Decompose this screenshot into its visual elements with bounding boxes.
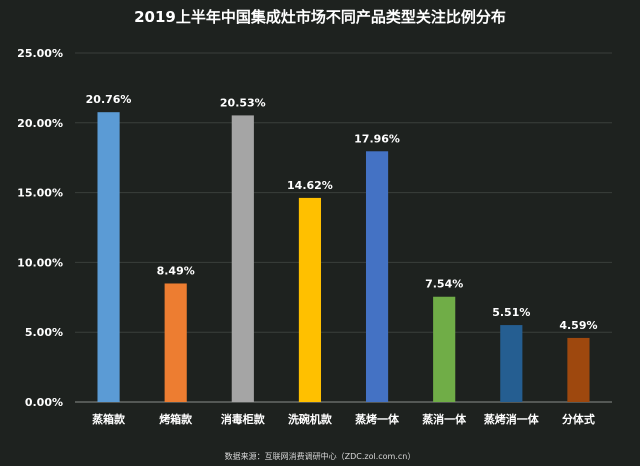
y-tick-label: 25.00%	[17, 47, 63, 60]
bar	[231, 115, 254, 403]
category-label: 蒸消一体	[422, 412, 467, 426]
category-label: 分体式	[562, 412, 595, 426]
data-label: 20.53%	[220, 96, 266, 109]
data-label: 17.96%	[354, 132, 400, 145]
source-note: 数据来源：互联网消费调研中心（ZDC.zol.com.cn）	[225, 451, 416, 461]
bars	[97, 112, 590, 403]
chart-title: 2019上半年中国集成灶市场不同产品类型关注比例分布	[134, 8, 506, 26]
y-tick-label: 20.00%	[17, 117, 63, 130]
category-label: 蒸烤一体	[355, 412, 400, 426]
data-label: 7.54%	[425, 278, 463, 291]
y-tick-label: 10.00%	[17, 256, 63, 269]
category-label: 消毒柜款	[221, 412, 266, 426]
bar	[500, 325, 523, 402]
data-label: 4.59%	[559, 319, 597, 332]
grid-lines	[75, 52, 612, 333]
y-tick-label: 5.00%	[25, 326, 63, 339]
data-labels: 20.76% 8.49% 20.53% 14.62% 17.96% 7.54% 5.51% 4…	[86, 93, 598, 332]
data-label: 8.49%	[157, 264, 195, 277]
bar	[298, 197, 322, 402]
x-axis-categories: 蒸箱款 烤箱款 消毒柜款 洗碗机款 蒸烤一体 蒸消一体 蒸烤消一体 分体式	[92, 412, 595, 426]
data-label: 14.62%	[287, 179, 333, 192]
category-label: 烤箱款	[159, 412, 193, 426]
bar	[365, 151, 389, 402]
y-tick-label: 0.00%	[25, 396, 63, 409]
category-label: 蒸烤消一体	[484, 412, 540, 426]
category-label: 洗碗机款	[288, 412, 333, 426]
bar	[164, 283, 187, 402]
data-label: 5.51%	[492, 306, 530, 319]
bar	[97, 112, 120, 402]
category-label: 蒸箱款	[92, 412, 126, 426]
data-label: 20.76%	[86, 93, 132, 106]
y-tick-label: 15.00%	[17, 187, 63, 200]
bar	[433, 296, 456, 402]
y-axis-ticks: 0.00% 5.00% 10.00% 15.00% 20.00% 25.00%	[17, 47, 63, 409]
bar	[567, 337, 590, 402]
